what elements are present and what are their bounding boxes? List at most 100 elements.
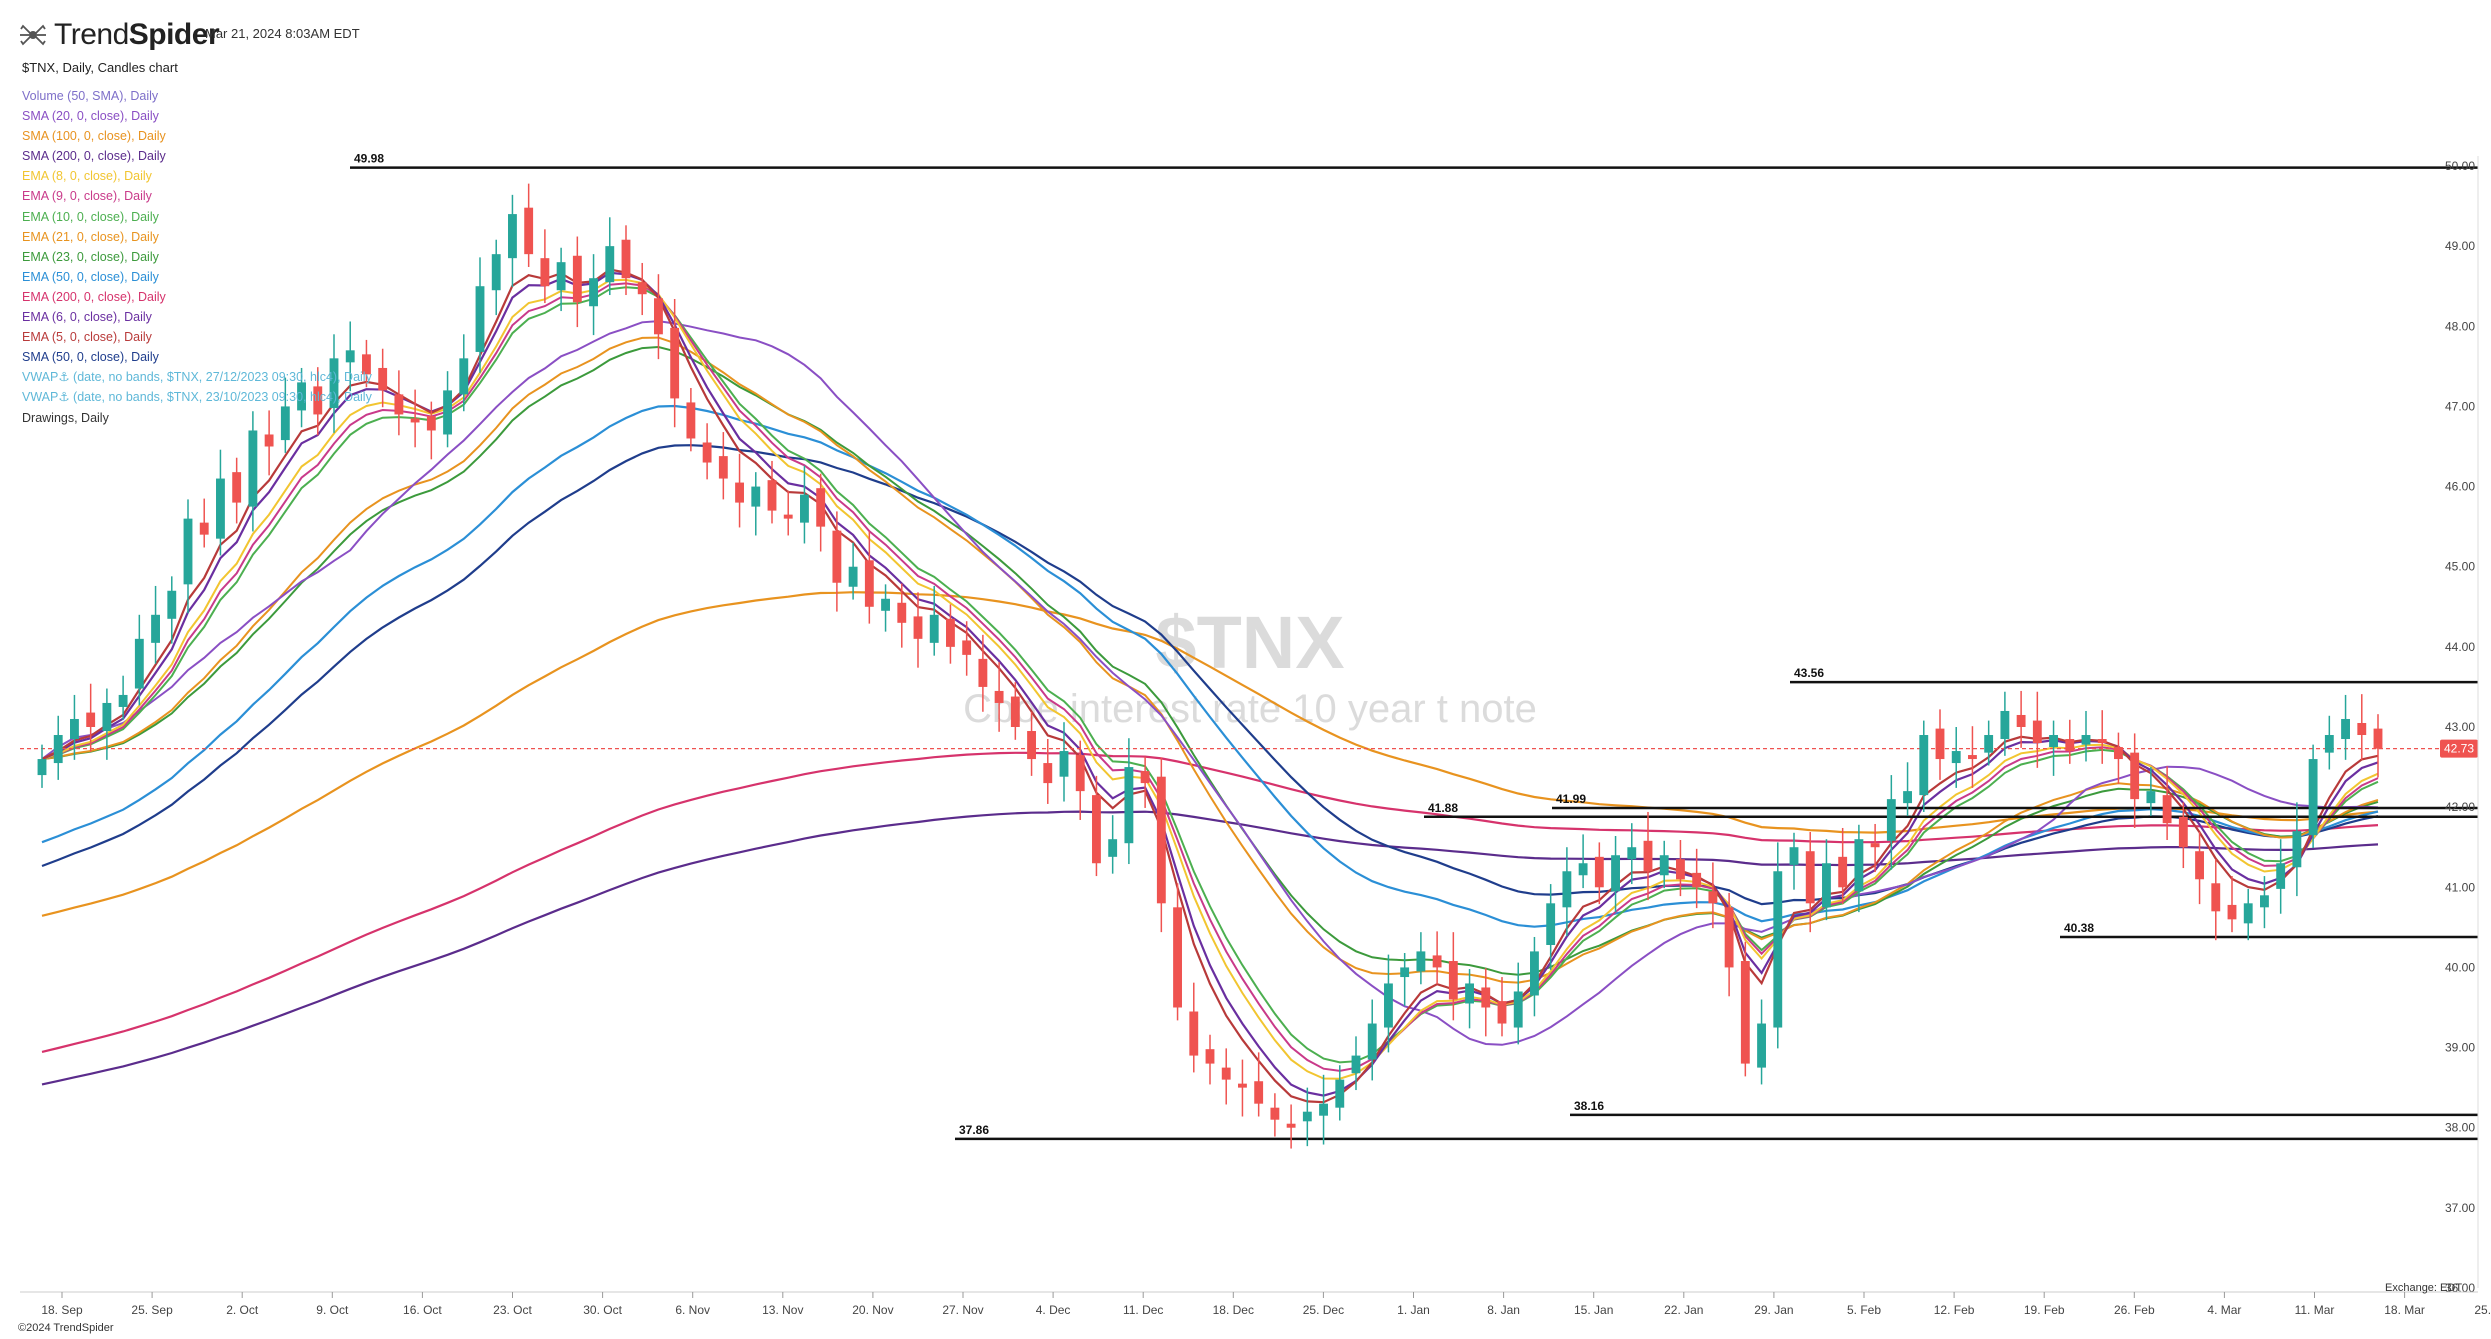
candle-body [1238,1083,1247,1088]
x-tick-label: 4. Dec [1036,1303,1071,1317]
candle-body [556,262,566,291]
x-tick-label: 16. Oct [403,1303,442,1317]
candle-body [70,718,79,740]
ema-200-line [41,751,2379,1053]
candles [37,183,2383,1149]
indicator-label[interactable]: EMA (9, 0, close), Daily [22,189,152,204]
indicator-label[interactable]: VWAP⚓ (date, no bands, $TNX, 23/10/2023 … [22,390,372,405]
ema-21-line [41,336,2379,984]
candle-body [1692,872,1702,888]
x-tick-label: 18. Sep [41,1303,83,1317]
candle-body [1302,1111,1312,1122]
indicator-label[interactable]: VWAP⚓ (date, no bands, $TNX, 27/12/2023 … [22,370,372,385]
y-tick-label: 38.00 [2445,1121,2475,1135]
candle-body [199,522,209,535]
candle-body [2032,720,2042,744]
last-price-label: 42.73 [2444,742,2474,756]
candle-body [86,712,96,727]
candle-body [962,640,972,655]
candle-body [2308,759,2318,836]
y-tick-label: 46.00 [2445,480,2475,494]
level-label: 49.98 [354,152,384,166]
indicator-label[interactable]: EMA (6, 0, close), Daily [22,310,152,325]
candle-body [1757,1023,1766,1068]
candle-body [897,602,907,623]
watermark: $TNX Cboe interest rate 10 year t note [963,601,1537,731]
candle-body [1092,795,1101,864]
candle-body [2146,791,2156,804]
candle-body [2130,752,2140,800]
x-tick-label: 23. Oct [493,1303,532,1317]
candle-body [654,298,663,335]
x-tick-label: 18. Dec [1213,1303,1254,1317]
candle-body [1627,847,1637,860]
sma-200-line [41,810,2379,1086]
indicator-label[interactable]: SMA (200, 0, close), Daily [22,149,166,164]
candle-body [410,418,420,423]
indicator-label[interactable]: Volume (50, SMA), Daily [22,89,159,103]
candle-body [1513,991,1523,1028]
x-tick-label: 1. Jan [1397,1303,1430,1317]
x-tick-label: 29. Jan [1754,1303,1793,1317]
candle-body [1611,855,1620,892]
x-tick-label: 26. Feb [2114,1303,2155,1317]
candle-body [2114,747,2123,760]
candle-body [1270,1107,1280,1120]
candle-body [1156,776,1166,904]
candle-body [151,614,160,643]
candle-body [1854,839,1864,892]
candle-body [1059,751,1069,777]
candle-body [378,367,388,391]
copyright: ©2024 TrendSpider [18,1322,114,1334]
indicator-label[interactable]: EMA (5, 0, close), Daily [22,330,152,345]
candle-body [637,282,647,295]
candle-body [1448,961,1458,1000]
candle-body [1546,903,1556,945]
brand-bold: Spider [128,18,220,51]
candle-body [1643,840,1653,872]
candle-body [670,327,680,399]
indicator-label[interactable]: EMA (10, 0, close), Daily [22,209,159,224]
indicator-label[interactable]: EMA (23, 0, close), Daily [22,249,159,264]
candle-body [1075,755,1085,792]
indicator-label[interactable]: EMA (8, 0, close), Daily [22,169,152,184]
indicator-label[interactable]: SMA (100, 0, close), Daily [22,129,166,144]
indicator-label[interactable]: Drawings, Daily [22,410,109,425]
candle-body [1951,751,1961,764]
candle-body [1773,871,1783,1028]
candle-body [1205,1049,1215,1064]
candle-body [1530,951,1539,996]
candle-body [1140,771,1150,784]
candle-body [1740,961,1750,1064]
candle-body [1400,967,1410,978]
candle-body [783,514,793,519]
ema-6-line [41,271,2379,1097]
indicator-label[interactable]: SMA (50, 0, close), Daily [22,350,159,365]
watermark-ticker: $TNX [1155,601,1344,684]
indicator-label[interactable]: EMA (21, 0, close), Daily [22,229,159,244]
indicator-label[interactable]: EMA (200, 0, close), Daily [22,289,166,304]
candle-body [2000,710,2010,740]
x-tick-label: 5. Feb [1847,1303,1881,1317]
candle-body [1010,696,1020,727]
candle-body [1367,1023,1377,1060]
y-tick-label: 44.00 [2445,640,2475,654]
candle-body [1594,856,1604,888]
candle-body [2373,728,2383,749]
candle-body [264,434,274,447]
indicator-label[interactable]: SMA (20, 0, close), Daily [22,109,159,124]
level-label: 43.56 [1794,666,1824,680]
candle-body [443,390,452,435]
y-tick-label: 41.00 [2445,880,2475,894]
x-tick-label: 13. Nov [762,1303,803,1317]
candle-body [800,494,809,523]
y-tick-label: 48.00 [2445,319,2475,333]
candle-body [1903,791,1912,804]
x-tick-label: 22. Jan [1664,1303,1703,1317]
candle-body [1384,983,1393,1028]
candle-body [297,382,306,411]
y-tick-label: 40.00 [2445,960,2475,974]
indicator-label[interactable]: EMA (50, 0, close), Daily [22,269,159,284]
x-tick-label: 8. Jan [1487,1303,1520,1317]
